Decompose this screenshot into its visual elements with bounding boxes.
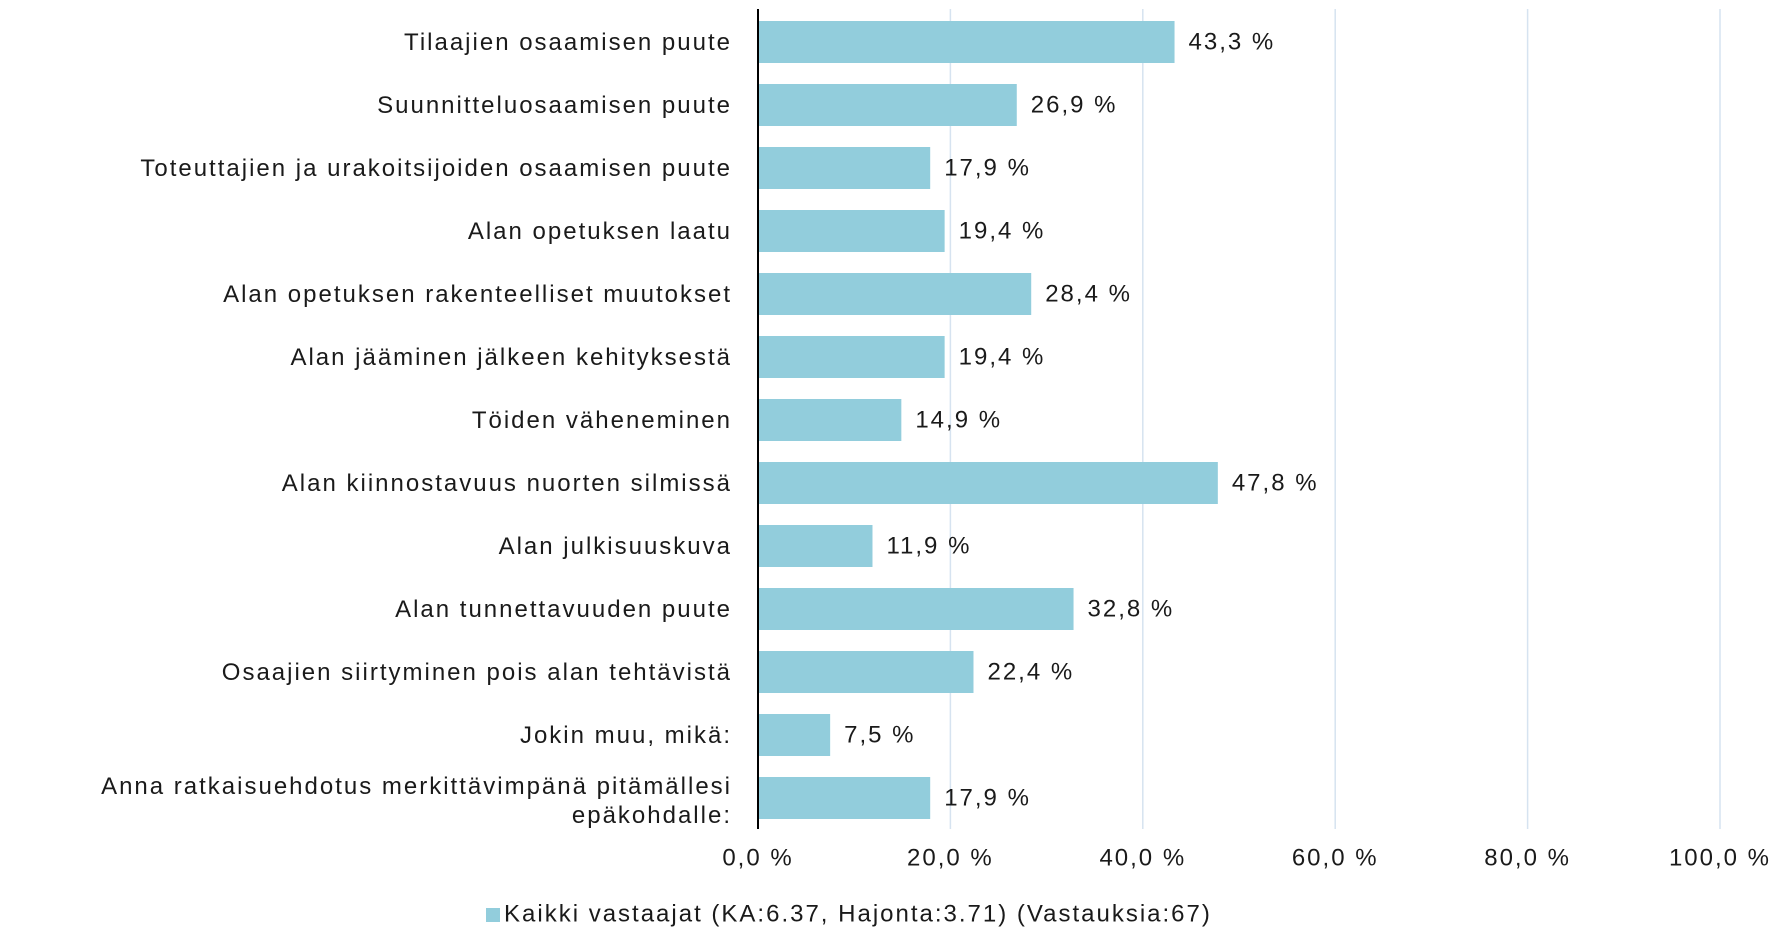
- y-tick-label: Osaajien siirtyminen pois alan tehtävist…: [221, 658, 732, 686]
- y-tick-label: Töiden väheneminen: [471, 406, 732, 434]
- y-tick-label: Alan kiinnostavuus nuorten silmissä: [281, 469, 732, 497]
- y-tick-label: Alan tunnettavuuden puute: [395, 595, 732, 623]
- bar: [758, 273, 1032, 315]
- y-tick-label: Toteuttajien ja urakoitsijoiden osaamise…: [140, 154, 732, 182]
- value-label: 14,9 %: [915, 406, 1002, 433]
- value-label: 11,9 %: [886, 532, 971, 559]
- x-tick-label: 60,0 %: [1292, 844, 1379, 871]
- x-tick-label: 0,0 %: [722, 844, 793, 871]
- y-tick-label: Tilaajien osaamisen puute: [404, 28, 732, 56]
- bar: [758, 714, 831, 756]
- bar: [758, 462, 1218, 504]
- y-tick-label: Anna ratkaisuehdotus merkittävimpänä pit…: [101, 773, 732, 829]
- x-tick-label: 20,0 %: [907, 844, 994, 871]
- value-label: 17,9 %: [944, 784, 1031, 811]
- x-tick-label: 40,0 %: [1099, 844, 1186, 871]
- bar: [758, 525, 873, 567]
- y-tick-label: Suunnitteluosaamisen puute: [377, 91, 732, 119]
- x-tick-label: 100,0 %: [1669, 844, 1771, 871]
- x-tick-label: 80,0 %: [1484, 844, 1571, 871]
- value-label: 26,9 %: [1031, 91, 1118, 118]
- bar: [758, 21, 1175, 63]
- value-label: 19,4 %: [959, 217, 1046, 244]
- value-label: 47,8 %: [1232, 469, 1319, 496]
- value-label: 28,4 %: [1045, 280, 1132, 307]
- y-tick-label: Alan julkisuuskuva: [498, 532, 732, 560]
- bar: [758, 588, 1074, 630]
- y-tick-label: Alan jääminen jälkeen kehityksestä: [290, 343, 732, 371]
- bar: [758, 210, 945, 252]
- bar: [758, 777, 931, 819]
- value-label: 7,5 %: [844, 721, 915, 748]
- value-label: 32,8 %: [1088, 595, 1175, 622]
- y-tick-label: Alan opetuksen laatu: [467, 217, 732, 245]
- bar: [758, 399, 902, 441]
- legend-swatch: [486, 908, 500, 922]
- bar: [758, 336, 945, 378]
- y-tick-label: Jokin muu, mikä:: [519, 721, 732, 749]
- value-label: 22,4 %: [987, 658, 1074, 685]
- y-tick-label: Alan opetuksen rakenteelliset muutokset: [223, 280, 732, 308]
- bar: [758, 147, 931, 189]
- bar: [758, 84, 1017, 126]
- legend-label: Kaikki vastaajat (KA:6.37, Hajonta:3.71)…: [504, 900, 1212, 927]
- value-label: 19,4 %: [959, 343, 1046, 370]
- value-label: 17,9 %: [944, 154, 1031, 181]
- value-label: 43,3 %: [1189, 28, 1276, 55]
- bar: [758, 651, 974, 693]
